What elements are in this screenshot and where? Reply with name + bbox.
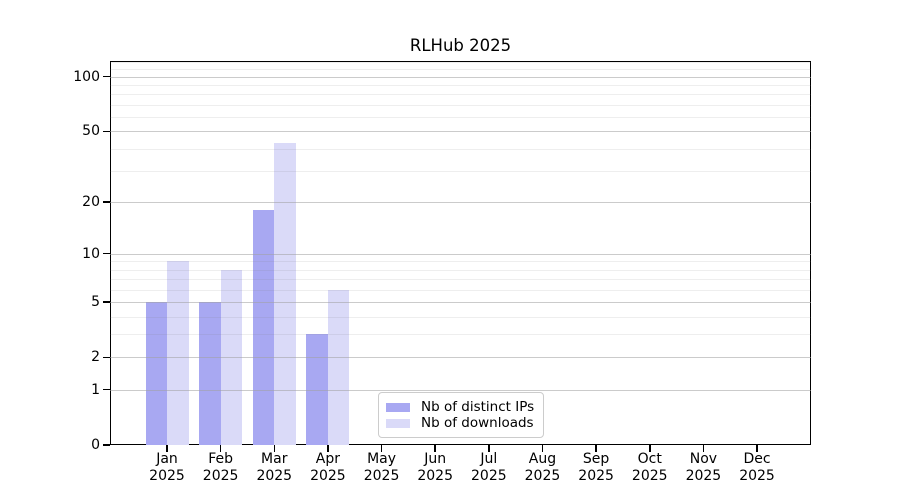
- x-tick-mark-3: [327, 445, 329, 452]
- x-tick-mark-4: [380, 445, 383, 452]
- x-tick-label-5: Jun 2025: [417, 451, 453, 484]
- y-tick-label-20: 20: [82, 194, 100, 211]
- plot-area: [110, 61, 811, 445]
- x-tick-label-2: Mar 2025: [256, 451, 293, 484]
- y-tick-mark-50: [103, 130, 110, 132]
- x-tick-label-11: Dec 2025: [739, 451, 775, 484]
- x-tick-mark-6: [488, 445, 490, 452]
- x-tick-mark-10: [702, 445, 705, 452]
- legend: Nb of distinct IPs Nb of downloads: [378, 392, 544, 438]
- y-tick-mark-1: [103, 388, 110, 391]
- x-tick-label-0: Jan 2025: [149, 451, 185, 484]
- x-tick-label-9: Oct 2025: [631, 451, 668, 484]
- x-tick-mark-5: [434, 445, 436, 452]
- y-tick-mark-100: [103, 75, 110, 78]
- y-tick-label-50: 50: [82, 123, 100, 140]
- y-tick-mark-5: [103, 301, 110, 303]
- legend-swatch-downloads: [386, 418, 410, 428]
- y-tick-mark-10: [103, 252, 110, 255]
- legend-label-distinct-ips: Nb of distinct IPs: [421, 399, 535, 415]
- y-tick-label-2: 2: [91, 349, 100, 366]
- y-tick-label-1: 1: [91, 381, 100, 398]
- x-tick-label-6: Jul 2025: [471, 451, 507, 484]
- legend-swatch-distinct-ips: [386, 402, 410, 412]
- x-tick-mark-0: [166, 445, 168, 452]
- x-tick-mark-1: [219, 445, 222, 452]
- x-tick-label-4: May 2025: [363, 451, 400, 484]
- y-tick-mark-0: [103, 444, 110, 446]
- x-tick-mark-8: [595, 445, 597, 452]
- y-tick-label-10: 10: [82, 245, 100, 262]
- x-tick-mark-2: [273, 445, 276, 452]
- x-tick-mark-7: [541, 445, 544, 452]
- legend-label-downloads: Nb of downloads: [421, 415, 534, 431]
- y-tick-mark-2: [103, 356, 110, 359]
- y-tick-label-100: 100: [73, 68, 100, 85]
- y-tick-label-5: 5: [91, 294, 100, 311]
- x-tick-label-10: Nov 2025: [685, 451, 722, 484]
- y-tick-label-0: 0: [91, 437, 100, 453]
- x-tick-label-8: Sep 2025: [578, 451, 614, 484]
- x-tick-label-7: Aug 2025: [524, 451, 561, 484]
- legend-entry-distinct-ips: Nb of distinct IPs: [386, 399, 535, 415]
- x-tick-label-3: Apr 2025: [310, 451, 346, 484]
- y-tick-mark-20: [103, 201, 110, 203]
- x-tick-mark-9: [649, 445, 651, 452]
- legend-entry-downloads: Nb of downloads: [386, 415, 535, 431]
- x-tick-label-1: Feb 2025: [202, 451, 239, 484]
- x-tick-mark-11: [756, 445, 758, 452]
- chart-title: RLHub 2025: [409, 36, 512, 55]
